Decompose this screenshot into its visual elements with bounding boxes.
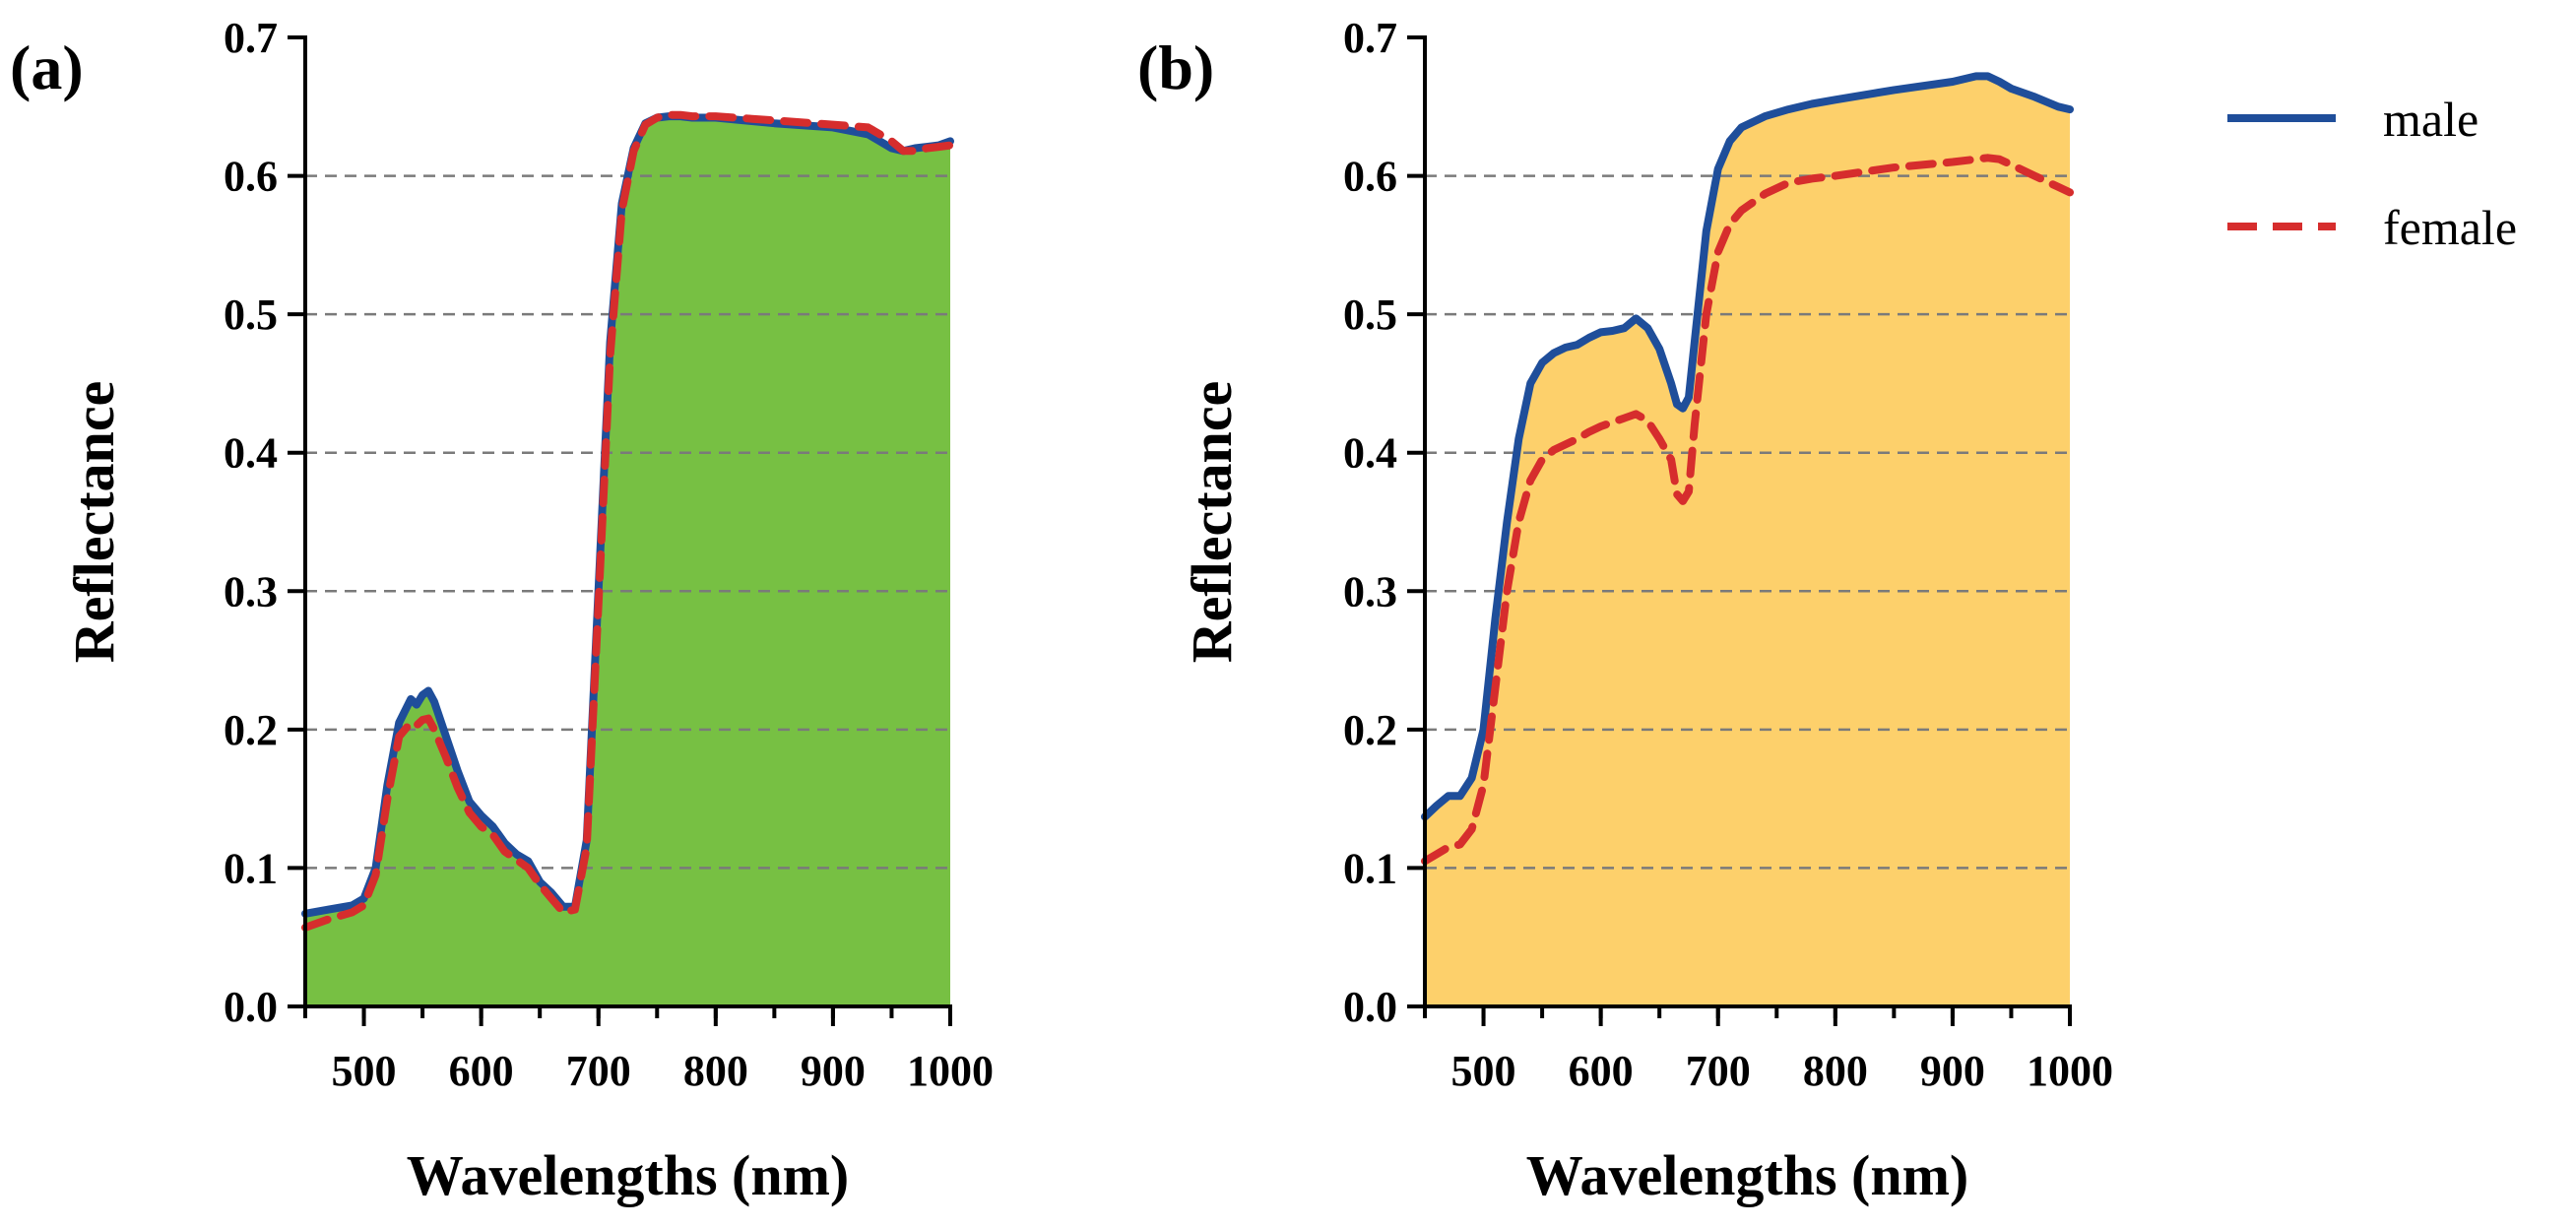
panel-label: (a): [10, 32, 84, 102]
x-tick-label: 700: [566, 1047, 631, 1095]
y-tick-label: 0.1: [1343, 844, 1397, 892]
legend-female-label: female: [2383, 200, 2517, 255]
y-tick-label: 0.7: [1343, 14, 1397, 62]
series-line-female: [301, 110, 954, 932]
x-tick-label: 500: [332, 1047, 397, 1095]
y-tick-label: 0.6: [1343, 153, 1397, 201]
x-tick-label: 500: [1451, 1047, 1516, 1095]
x-tick-label: 1000: [907, 1047, 994, 1095]
series-line-male: [1421, 72, 2074, 821]
y-axis-title: Reflectance: [62, 381, 126, 664]
x-tick-label: 900: [801, 1047, 866, 1095]
y-tick-label: 0.3: [224, 567, 278, 615]
x-tick-label: 800: [1803, 1047, 1868, 1095]
x-tick-label: 600: [1569, 1047, 1634, 1095]
y-tick-label: 0.5: [224, 291, 278, 339]
y-tick-label: 0.0: [1343, 983, 1397, 1031]
y-tick-label: 0.5: [1343, 291, 1397, 339]
legend: male female: [2227, 92, 2517, 255]
y-axis-title: Reflectance: [1180, 381, 1244, 664]
panel-b-chart: 0.0 0.1 0.2 0.3 0.4 0.5 0.6 0.7 500 600 700 800 900 1…: [1137, 14, 2113, 1207]
y-tick-label: 0.4: [224, 429, 278, 478]
y-tick-label: 0.2: [224, 706, 278, 754]
x-axis-title: Wavelengths (nm): [1526, 1143, 1969, 1207]
y-tick-label: 0.4: [1343, 429, 1397, 478]
area-fill: [1425, 76, 2070, 1006]
y-tick-label: 0.3: [1343, 567, 1397, 615]
y-tick-label: 0.1: [224, 844, 278, 892]
x-tick-label: 700: [1686, 1047, 1751, 1095]
y-tick-label: 0.7: [224, 14, 278, 62]
area-fill: [305, 116, 950, 1007]
panel-a-chart: 0.0 0.1 0.2 0.3 0.4 0.5 0.6 0.7 500 600 700 800 900 1…: [10, 14, 994, 1207]
x-tick-label: 1000: [2027, 1047, 2113, 1095]
y-tick-label: 0.0: [224, 983, 278, 1031]
y-tick-label: 0.6: [224, 153, 278, 201]
x-tick-label: 900: [1920, 1047, 1985, 1095]
series-line-female: [1421, 154, 2074, 866]
legend-male-label: male: [2383, 92, 2479, 147]
y-tick-label: 0.2: [1343, 706, 1397, 754]
panel-label: (b): [1137, 32, 1214, 102]
x-tick-label: 600: [449, 1047, 514, 1095]
x-tick-label: 800: [683, 1047, 748, 1095]
x-axis-title: Wavelengths (nm): [407, 1143, 850, 1207]
